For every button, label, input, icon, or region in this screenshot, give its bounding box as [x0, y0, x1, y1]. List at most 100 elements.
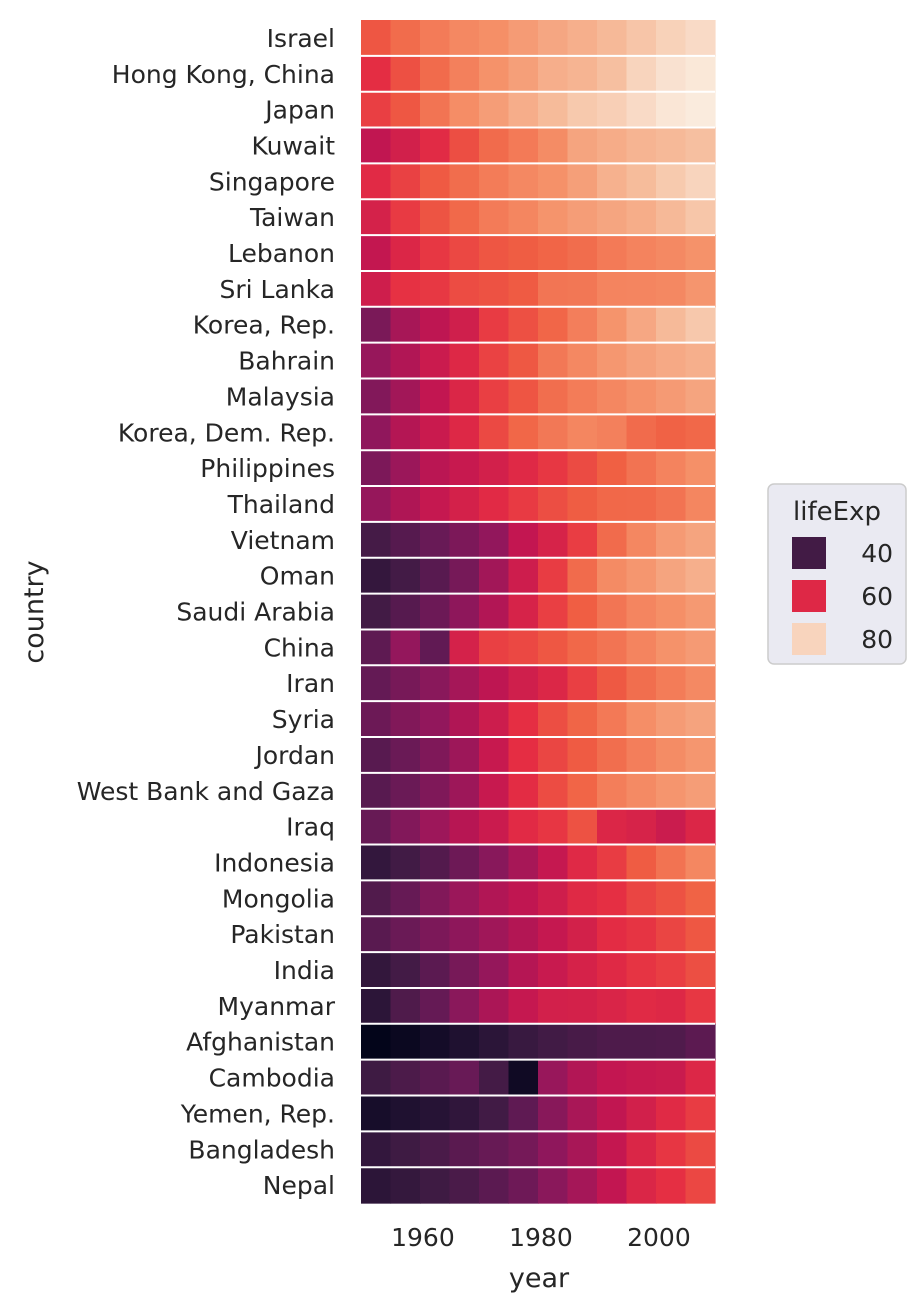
heatmap-cell	[626, 55, 657, 93]
heatmap-cell	[361, 701, 392, 738]
heatmap-cell	[656, 235, 687, 272]
heatmap-cell	[567, 593, 598, 631]
heatmap-cell	[567, 342, 598, 380]
heatmap-cell	[420, 737, 451, 774]
heatmap-cell	[361, 450, 392, 487]
heatmap-cell	[479, 414, 510, 451]
heatmap-cell	[508, 557, 539, 595]
heatmap-cell	[597, 701, 628, 738]
heatmap-cell	[597, 916, 628, 953]
heatmap-cell	[685, 55, 716, 93]
country-tick-label: West Bank and Gaza	[77, 777, 335, 806]
heatmap-cell	[361, 270, 392, 308]
heatmap-cell	[508, 1131, 539, 1168]
legend: lifeExp 40 60 80	[767, 483, 907, 665]
heatmap-cell	[656, 952, 687, 989]
heatmap-cell	[361, 665, 392, 702]
heatmap-cell	[479, 486, 510, 523]
heatmap-cell	[656, 629, 687, 666]
heatmap-cell	[656, 880, 687, 917]
heatmap-cell	[390, 55, 421, 93]
heatmap-cell	[626, 665, 657, 702]
heatmap-cell	[508, 701, 539, 738]
heatmap-cell	[390, 701, 421, 738]
heatmap-cell	[656, 808, 687, 846]
heatmap-cell	[449, 557, 480, 595]
heatmap-cell	[420, 557, 451, 595]
heatmap-cell	[508, 306, 539, 344]
heatmap-cell	[449, 808, 480, 846]
heatmap-cell	[479, 916, 510, 953]
heatmap-cell	[567, 665, 598, 702]
heatmap-cell	[656, 306, 687, 344]
heatmap-cell	[479, 521, 510, 559]
heatmap-cell	[538, 521, 569, 559]
heatmap-cell	[361, 952, 392, 989]
heatmap-cell	[449, 91, 480, 129]
heatmap-cell	[626, 235, 657, 272]
heatmap-cell	[656, 342, 687, 380]
heatmap-cell	[597, 521, 628, 559]
heatmap-cell	[567, 306, 598, 344]
heatmap-cell	[361, 844, 392, 881]
country-tick-label: Bahrain	[238, 347, 335, 376]
heatmap-cell	[567, 701, 598, 738]
heatmap-cell	[656, 521, 687, 559]
heatmap-cell	[538, 199, 569, 236]
heatmap-cell	[508, 378, 539, 415]
heatmap-cell	[626, 486, 657, 523]
heatmap-cell	[420, 1095, 451, 1132]
heatmap-cell	[508, 127, 539, 164]
heatmap-cell	[626, 450, 657, 487]
heatmap-cell	[656, 593, 687, 631]
heatmap-cell	[567, 844, 598, 881]
heatmap-cell	[597, 414, 628, 451]
heatmap-cell	[449, 952, 480, 989]
legend-swatch	[792, 537, 826, 569]
heatmap-cell	[685, 880, 716, 917]
heatmap-cell	[420, 1167, 451, 1204]
heatmap-cell	[626, 808, 657, 846]
heatmap-cell	[479, 306, 510, 344]
heatmap-cell	[567, 737, 598, 774]
heatmap-cell	[361, 916, 392, 953]
heatmap-cell	[567, 1167, 598, 1204]
heatmap-cell	[390, 1167, 421, 1204]
heatmap-cell	[449, 665, 480, 702]
heatmap-cell	[479, 593, 510, 631]
heatmap-cell	[685, 235, 716, 272]
legend-swatch	[792, 623, 826, 655]
heatmap-cell	[685, 701, 716, 738]
heatmap-cell	[685, 270, 716, 308]
heatmap-cell	[479, 20, 510, 57]
heatmap-cell	[479, 270, 510, 308]
country-tick-label: Malaysia	[226, 382, 335, 411]
heatmap-cell	[685, 127, 716, 164]
country-tick-label: Iraq	[286, 813, 335, 842]
heatmap-cell	[597, 486, 628, 523]
heatmap-cell	[361, 235, 392, 272]
heatmap-cell	[479, 1167, 510, 1204]
heatmap-cell	[508, 1095, 539, 1132]
heatmap-cell	[508, 1023, 539, 1061]
heatmap-cell	[656, 55, 687, 93]
heatmap-cell	[597, 844, 628, 881]
heatmap-cell	[597, 20, 628, 57]
country-tick-label: Thailand	[227, 490, 335, 519]
heatmap-cell	[656, 1059, 687, 1097]
heatmap-cell	[420, 91, 451, 129]
heatmap-cell	[538, 916, 569, 953]
heatmap-cell	[626, 772, 657, 810]
heatmap-cell	[479, 163, 510, 200]
heatmap-cell	[479, 701, 510, 738]
heatmap-cell	[597, 1059, 628, 1097]
heatmap-cell	[538, 1167, 569, 1204]
heatmap-cell	[626, 1167, 657, 1204]
heatmap-cell	[508, 450, 539, 487]
heatmap-cell	[626, 199, 657, 236]
heatmap-cell	[626, 844, 657, 881]
heatmap-cell	[567, 55, 598, 93]
heatmap-cell	[449, 1131, 480, 1168]
heatmap-cell	[685, 987, 716, 1025]
heatmap-cell	[449, 521, 480, 559]
